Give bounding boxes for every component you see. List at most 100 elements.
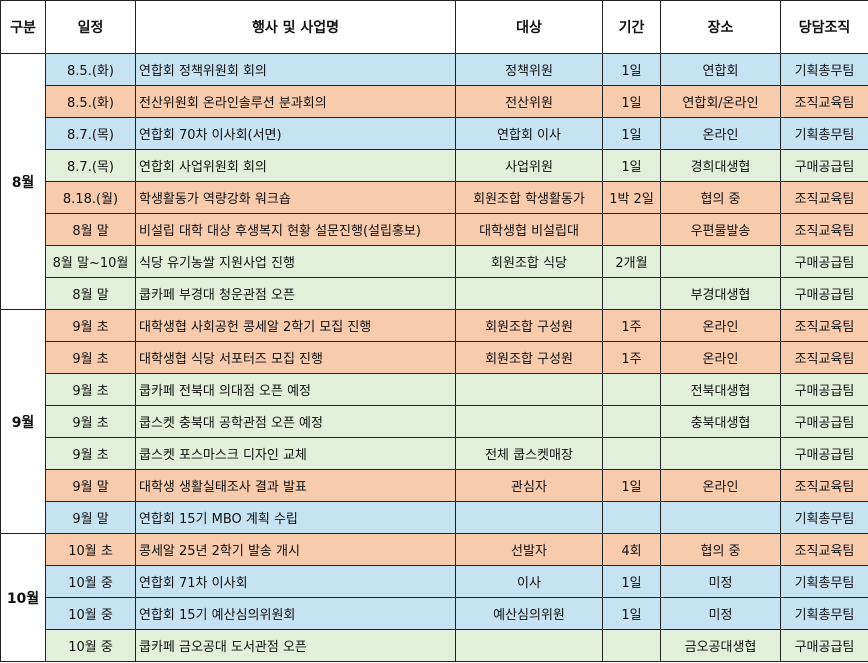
cell: 1일: [602, 565, 661, 598]
cell: 1일: [602, 117, 661, 150]
row: 8.18.(월) 학생활동가 역량강화 워크숍 회원조합 학생활동가 1박 2일 협의 …: [1, 181, 868, 214]
row: 9월 말 연합회 15기 MBO 계획 수립 기획총무팀: [1, 501, 868, 534]
cell: 식당 유기농쌀 지원사업 진행: [135, 245, 456, 278]
cell: 전체 쿱스켓매장: [455, 437, 603, 470]
cell: 회원조합 구성원: [455, 341, 603, 374]
cell: 대학생협 비설립대: [455, 213, 603, 246]
row: 8월 말 비설립 대학 대상 후생복지 현황 설문진행(설립홍보) 대학생협 비설립…: [1, 213, 868, 246]
cell: 2개월: [602, 245, 661, 278]
cell: 8월 말~10월: [45, 245, 136, 278]
cell: 부경대생협: [660, 277, 781, 310]
cell: 1일: [602, 149, 661, 182]
cell: 전북대생협: [660, 373, 781, 406]
cell: 10월 중: [45, 597, 136, 630]
cell: 1일: [602, 469, 661, 502]
cell: 1일: [602, 597, 661, 630]
cell: 회원조합 구성원: [455, 309, 603, 342]
cell: 기획총무팀: [780, 565, 868, 598]
cell: [660, 501, 781, 534]
cell: 기획총무팀: [780, 501, 868, 534]
cell: 조직교육팀: [780, 341, 868, 374]
cell: [602, 437, 661, 470]
cell: 구매공급팀: [780, 437, 868, 470]
cell: 조직교육팀: [780, 469, 868, 502]
cell: 연합회 71차 이사회: [135, 565, 456, 598]
cell: 연합회 15기 MBO 계획 수립: [135, 501, 456, 534]
cell: 협의 중: [660, 181, 781, 214]
row: 9월 초 대학생협 식당 서포터즈 모집 진행 회원조합 구성원 1주 온라인 조직교육팀: [1, 341, 868, 374]
cell: [455, 405, 603, 438]
row: 10월 중 연합회 71차 이사회 이사 1일 미정 기획총무팀: [1, 565, 868, 598]
cell: 8.7.(목): [45, 149, 136, 182]
cell: 연합회 정책위원회 회의: [135, 53, 456, 86]
cell: 조직교육팀: [780, 533, 868, 566]
cell: 8.5.(화): [45, 53, 136, 86]
cell: 연합회/온라인: [660, 85, 781, 118]
cell: 연합회 70차 이사회(서면): [135, 117, 456, 150]
row: 8월 말 쿱카페 부경대 청운관점 오픈 부경대생협 구매공급팀: [1, 277, 868, 310]
cell: 온라인: [660, 309, 781, 342]
cell: [602, 277, 661, 310]
row: 8.7.(목) 연합회 사업위원회 회의 사업위원 1일 경희대생협 구매공급팀: [1, 149, 868, 182]
cell: [602, 629, 661, 662]
cell: 쿱카페 전북대 의대점 오픈 예정: [135, 373, 456, 406]
cell: [455, 501, 603, 534]
cell: 관심자: [455, 469, 603, 502]
cell: 9월 초: [45, 373, 136, 406]
cell: 미정: [660, 565, 781, 598]
cell: 기획총무팀: [780, 117, 868, 150]
header-cell: 기간: [602, 0, 661, 54]
cell: 예산심의위원: [455, 597, 603, 630]
cell: 구매공급팀: [780, 373, 868, 406]
cell: 회원조합 학생활동가: [455, 181, 603, 214]
cell: 구매공급팀: [780, 277, 868, 310]
row: 8.5.(화) 전산위원회 온라인솔루션 분과회의 전산위원 1일 연합회/온라인 조직교…: [1, 85, 868, 118]
cell: [602, 213, 661, 246]
cell: 경희대생협: [660, 149, 781, 182]
cell: 8.7.(목): [45, 117, 136, 150]
cell: 9월 말: [45, 501, 136, 534]
row: 10월 10월 초 콩세알 25년 2학기 발송 개시 선발자 4회 협의 중 조직교육팀: [0, 533, 868, 662]
group-cell: 8월: [0, 53, 46, 310]
cell: 9월 초: [45, 309, 136, 342]
cell: [602, 405, 661, 438]
cell: 연합회: [660, 53, 781, 86]
cell: 전산위원회 온라인솔루션 분과회의: [135, 85, 456, 118]
cell: 구매공급팀: [780, 149, 868, 182]
cell: 조직교육팀: [780, 213, 868, 246]
cell: 10월 초: [45, 533, 136, 566]
cell: 4회: [602, 533, 661, 566]
cell: 구매공급팀: [780, 245, 868, 278]
cell: 8.5.(화): [45, 85, 136, 118]
row: 9월 말 대학생 생활실태조사 결과 발표 관심자 1일 온라인 조직교육팀: [1, 469, 868, 502]
header-cell: 행사 및 사업명: [135, 0, 456, 54]
cell: [455, 277, 603, 310]
cell: 구매공급팀: [780, 629, 868, 662]
row: 8월 8.5.(화) 연합회 정책위원회 회의 정책위원 1일 연합회 기획총무팀: [0, 53, 868, 310]
cell: 구매공급팀: [780, 405, 868, 438]
cell: 학생활동가 역량강화 워크숍: [135, 181, 456, 214]
cell: 쿱카페 금오공대 도서관점 오픈: [135, 629, 456, 662]
row: 8월 말~10월 식당 유기농쌀 지원사업 진행 회원조합 식당 2개월 구매공급팀: [1, 245, 868, 278]
cell: 9월 초: [45, 405, 136, 438]
cell: 사업위원: [455, 149, 603, 182]
cell: 9월 초: [45, 437, 136, 470]
cell: 1일: [602, 85, 661, 118]
cell: 연합회 15기 예산심의위원회: [135, 597, 456, 630]
cell: 금오공대생협: [660, 629, 781, 662]
row: 10월 중 연합회 15기 예산심의위원회 예산심의위원 1일 미정 기획총무팀: [1, 597, 868, 630]
cell: 8월 말: [45, 213, 136, 246]
row: 9월 초 쿱카페 전북대 의대점 오픈 예정 전북대생협 구매공급팀: [1, 373, 868, 406]
cell: 1주: [602, 309, 661, 342]
cell: 연합회 이사: [455, 117, 603, 150]
cell: 8월 말: [45, 277, 136, 310]
cell: 조직교육팀: [780, 85, 868, 118]
group-cell: 10월: [0, 533, 46, 662]
cell: 대학생협 식당 서포터즈 모집 진행: [135, 341, 456, 374]
cell: 쿱카페 부경대 청운관점 오픈: [135, 277, 456, 310]
header-cell: 일정: [45, 0, 136, 54]
row: 10월 중 쿱카페 금오공대 도서관점 오픈 금오공대생협 구매공급팀: [1, 629, 868, 662]
cell: 정책위원: [455, 53, 603, 86]
cell: 충북대생협: [660, 405, 781, 438]
